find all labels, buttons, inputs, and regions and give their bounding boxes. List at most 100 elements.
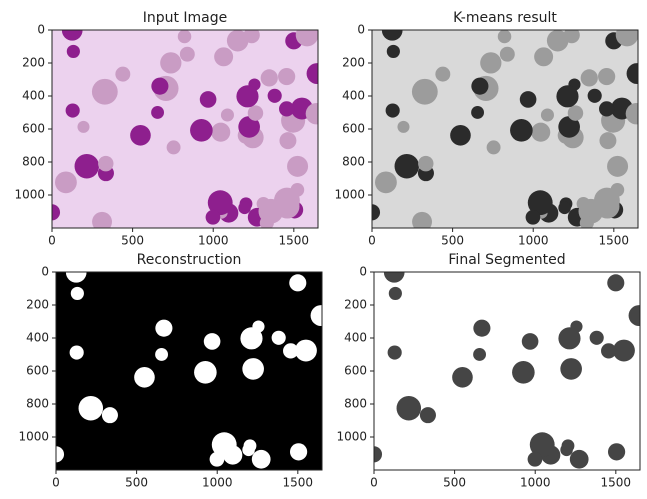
cell: [272, 331, 286, 345]
x-tick-label: 1000: [198, 234, 229, 248]
y-tick-label: 800: [344, 397, 367, 411]
cell: [75, 154, 100, 179]
x-tick-label: 500: [443, 476, 466, 490]
cell: [387, 45, 400, 58]
cell: [375, 171, 397, 193]
x-tick-label: 1500: [601, 476, 632, 490]
cell: [77, 121, 89, 133]
cell: [190, 119, 213, 142]
cell: [418, 156, 433, 171]
subplot-title: Reconstruction: [137, 252, 242, 268]
x-tick-label: 0: [370, 476, 378, 490]
y-tick-label: 0: [37, 23, 45, 37]
cell: [55, 171, 77, 193]
cell: [242, 358, 264, 380]
cell: [581, 69, 598, 86]
cell: [512, 361, 535, 384]
y-tick-label: 600: [26, 364, 49, 378]
x-tick-label: 1000: [520, 476, 551, 490]
cell: [66, 103, 80, 117]
cell: [67, 45, 80, 58]
cell: [70, 345, 84, 359]
image: [48, 262, 331, 470]
cell: [278, 68, 295, 85]
cell: [79, 396, 104, 421]
y-tick-label: 1000: [336, 430, 367, 444]
cell: [520, 91, 537, 108]
y-tick-label: 0: [359, 265, 367, 279]
cell: [534, 47, 553, 66]
y-tick-label: 200: [342, 56, 365, 70]
y-tick-label: 1000: [14, 188, 45, 202]
cell: [386, 103, 400, 117]
cell: [590, 331, 604, 345]
cell: [252, 450, 271, 469]
cell: [607, 274, 624, 291]
cell: [473, 320, 490, 337]
cell: [311, 305, 332, 326]
cell: [98, 156, 113, 171]
image-background: [374, 272, 640, 470]
cell: [588, 89, 602, 103]
y-tick-label: 600: [342, 122, 365, 136]
cell: [558, 202, 571, 215]
cell: [570, 450, 589, 469]
cell: [560, 444, 573, 457]
y-tick-label: 0: [41, 265, 49, 279]
cell: [236, 85, 258, 107]
cell: [242, 444, 255, 457]
y-tick-label: 1000: [18, 430, 49, 444]
cell: [480, 52, 501, 73]
cell: [248, 105, 263, 120]
cell: [528, 452, 543, 467]
cell: [541, 108, 554, 121]
y-tick-label: 400: [344, 331, 367, 345]
cell: [450, 125, 471, 146]
cell: [452, 367, 473, 388]
image: [44, 20, 327, 232]
y-tick-label: 0: [357, 23, 365, 37]
cell: [598, 68, 615, 85]
cell: [244, 27, 260, 43]
x-tick-label: 0: [52, 476, 60, 490]
cell: [240, 327, 262, 349]
cell: [498, 30, 512, 44]
cell: [568, 105, 583, 120]
cell: [599, 101, 614, 116]
cell: [167, 140, 181, 154]
cell: [155, 348, 168, 361]
x-tick-label: 1000: [518, 234, 549, 248]
x-tick-label: 500: [125, 476, 148, 490]
cell: [160, 52, 181, 73]
cell: [420, 407, 436, 423]
figure: Input Image05001000150002004006008001000…: [0, 0, 647, 495]
x-tick-label: 1500: [283, 476, 314, 490]
cell: [560, 358, 582, 380]
cell: [214, 47, 233, 66]
cell: [601, 343, 616, 358]
cell: [283, 343, 298, 358]
cell: [626, 103, 647, 124]
y-tick-label: 1000: [334, 188, 365, 202]
cell: [473, 348, 486, 361]
cell: [599, 132, 616, 149]
cell: [531, 123, 550, 142]
cell: [279, 132, 296, 149]
cell: [627, 63, 647, 84]
cell: [471, 78, 488, 95]
cell: [289, 274, 306, 291]
y-tick-label: 400: [22, 89, 45, 103]
cell: [287, 156, 308, 177]
y-tick-label: 200: [26, 298, 49, 312]
cell: [616, 24, 639, 47]
cell: [510, 119, 533, 142]
cell: [268, 89, 282, 103]
cell: [115, 67, 130, 82]
cell: [102, 407, 118, 423]
cell: [151, 106, 164, 119]
x-tick-label: 0: [368, 234, 376, 248]
cell: [204, 333, 221, 350]
cell: [500, 47, 515, 62]
cell: [290, 443, 307, 460]
cell: [210, 452, 225, 467]
